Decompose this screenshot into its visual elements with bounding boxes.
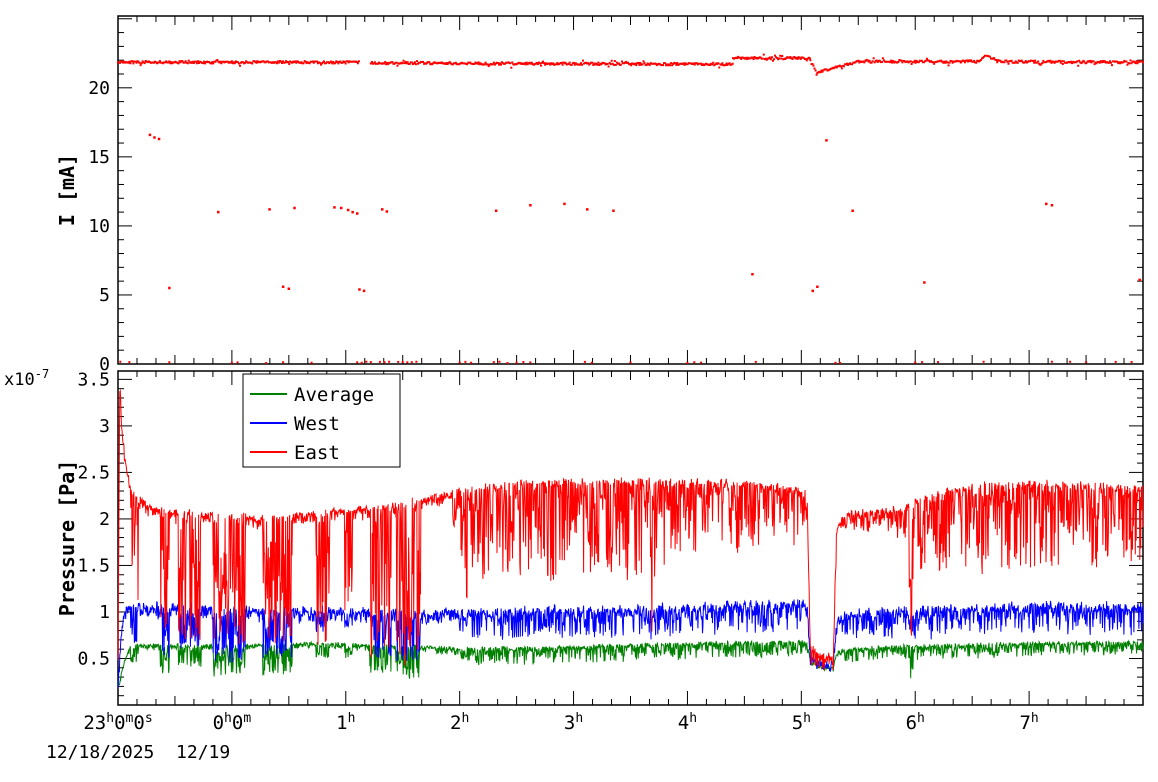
date-label: 12/18/2025 12/19 [46, 742, 231, 763]
current-pad-ticks [117, 16, 1144, 364]
current-pad-frame [117, 15, 1144, 365]
xtick-label: 6h [906, 711, 925, 734]
legend: Average West East [242, 373, 401, 468]
series-east-line [117, 388, 1144, 671]
xtick-label: 23h0m0s [83, 711, 152, 734]
xtick-label: 4h [678, 711, 697, 734]
legend-label-west: West [294, 413, 340, 435]
xtick-label: 1h [336, 711, 355, 734]
pressure-scale-label: x10-7 [4, 367, 49, 390]
current-pad-ylabel: I [mA] [55, 154, 79, 226]
current-pad-ytick-label: 10 [88, 216, 110, 237]
current-pad-ytick-label: 20 [88, 78, 110, 99]
pressure-pad-ytick-label: 2.5 [77, 462, 110, 483]
pressure-pad-ticks [117, 371, 1144, 705]
xtick-label: 2h [450, 711, 469, 734]
xtick-label: 7h [1019, 711, 1038, 734]
pressure-pad-ytick-label: 3.5 [77, 369, 110, 390]
pressure-pad-ytick-label: 3 [99, 416, 110, 437]
pressure-pad-ytick-label: 1 [99, 602, 110, 623]
legend-label-average: Average [294, 384, 374, 406]
current-pad-ytick-label: 15 [88, 147, 110, 168]
xtick-label: 0h0m [213, 711, 252, 734]
current-outlier-points [148, 133, 1141, 293]
current-pad-ytick-label: 5 [99, 285, 110, 306]
legend-label-east: East [294, 442, 340, 464]
pressure-pad-ytick-label: 2 [99, 509, 110, 530]
current-scatter [117, 53, 1144, 364]
pressure-pad-ytick-label: 0.5 [77, 648, 110, 669]
pressure-pad-ytick-label: 1.5 [77, 555, 110, 576]
current-pad-ytick-label: 0 [99, 354, 110, 375]
xtick-label: 3h [564, 711, 583, 734]
xtick-label: 5h [792, 711, 811, 734]
pressure-pad-ylabel: Pressure [Pa] [55, 460, 79, 617]
series-average-line [117, 639, 1144, 686]
